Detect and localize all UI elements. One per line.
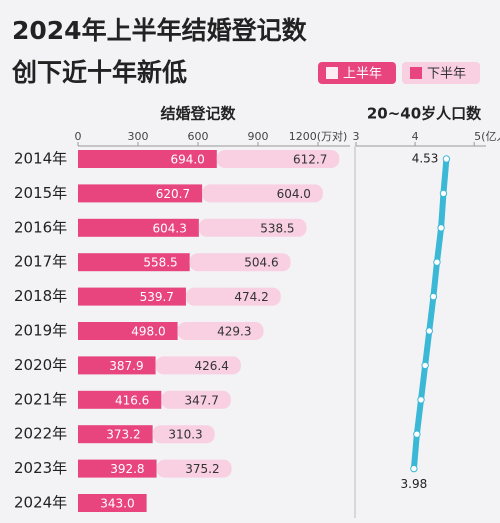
x-tick-label: 900: [248, 130, 269, 143]
bar-segment: [78, 218, 199, 237]
y-tick-label: 2015年: [14, 184, 67, 202]
value-label: 612.7: [293, 153, 327, 167]
bar-segment: [156, 459, 232, 478]
legend-key: [326, 67, 338, 79]
value-label: 387.9: [109, 359, 143, 373]
value-label: 347.7: [185, 393, 219, 407]
bar-segment: [155, 356, 241, 375]
value-label: 343.0: [100, 497, 134, 511]
x-tick-label: 4: [412, 130, 419, 143]
bar-segment: [177, 322, 264, 340]
chart-title: 20~40岁人口数: [367, 105, 482, 123]
y-tick-label: 2018年: [14, 287, 67, 305]
y-tick-label: 2014年: [14, 150, 67, 168]
x-tick-label: 300: [128, 130, 149, 143]
chart-title: 结婚登记数: [160, 105, 236, 123]
point: [425, 327, 433, 335]
value-label: 416.6: [115, 393, 149, 407]
legend-label: 上半年: [343, 67, 382, 82]
value-label: 558.5: [143, 256, 177, 270]
line: [410, 156, 450, 472]
bar-segment: [78, 150, 217, 168]
value-label: 504.6: [244, 256, 278, 270]
value-label: 392.8: [110, 462, 144, 476]
point: [439, 189, 448, 198]
value-label: 310.3: [168, 428, 202, 442]
point: [417, 396, 425, 404]
value-label: 474.2: [234, 290, 268, 304]
bar-segment: [78, 425, 153, 444]
title: 2024年上半年结婚登记数: [12, 16, 308, 45]
value-label: 604.0: [277, 187, 311, 201]
value-label: 604.3: [153, 221, 187, 235]
legend-label: 下半年: [427, 67, 466, 82]
value-label: 426.4: [195, 359, 229, 373]
x-tick-label: 0: [75, 130, 82, 143]
bar-segment: [78, 459, 157, 478]
bar-segment: [78, 184, 203, 203]
bar-segment: [185, 287, 281, 306]
legend-key: [410, 67, 422, 79]
bar-segment: [216, 150, 340, 168]
bar-segment: [78, 322, 178, 340]
x-tick-label: 600: [188, 130, 209, 143]
bar-segment: [152, 425, 215, 444]
value-label: 3.98: [401, 477, 428, 491]
y-tick-label: 2016年: [14, 218, 67, 236]
bar-segment: [202, 184, 323, 203]
value-label: 4.53: [412, 152, 439, 166]
point: [410, 464, 418, 473]
bar-segment: [78, 390, 162, 409]
y-tick-label: 2017年: [14, 253, 67, 271]
value-label: 539.7: [140, 290, 174, 304]
value-label: 429.3: [217, 325, 251, 339]
bar-segment: [78, 253, 190, 272]
point: [429, 292, 438, 301]
value-label: 373.2: [106, 428, 140, 442]
y-tick-label: 2020年: [14, 356, 67, 374]
bar-segment: [161, 390, 231, 409]
point: [437, 224, 445, 232]
title: 创下近十年新低: [11, 58, 187, 87]
point: [442, 155, 451, 163]
bar-segment: [198, 218, 307, 237]
value-label: 538.5: [260, 221, 294, 235]
x-tick-label: 5(亿人): [474, 130, 500, 143]
value-label: 375.2: [185, 462, 219, 476]
bar-segment: [189, 253, 291, 272]
value-label: 498.0: [131, 325, 165, 339]
value-label: 620.7: [156, 187, 190, 201]
point: [433, 258, 441, 266]
y-tick-label: 2021年: [14, 390, 67, 408]
y-tick-label: 2019年: [14, 322, 67, 340]
x-tick-label: 3: [353, 130, 360, 143]
point: [413, 430, 421, 438]
y-tick-label: 2024年: [14, 494, 67, 512]
bar-segment: [78, 356, 156, 375]
bar-segment: [78, 287, 186, 306]
value-label: 694.0: [170, 153, 204, 167]
x-tick-label: 1200(万对): [289, 129, 348, 143]
y-tick-label: 2023年: [14, 459, 67, 477]
point: [421, 361, 429, 370]
y-tick-label: 2022年: [14, 425, 67, 443]
bar-segment: [78, 494, 147, 512]
